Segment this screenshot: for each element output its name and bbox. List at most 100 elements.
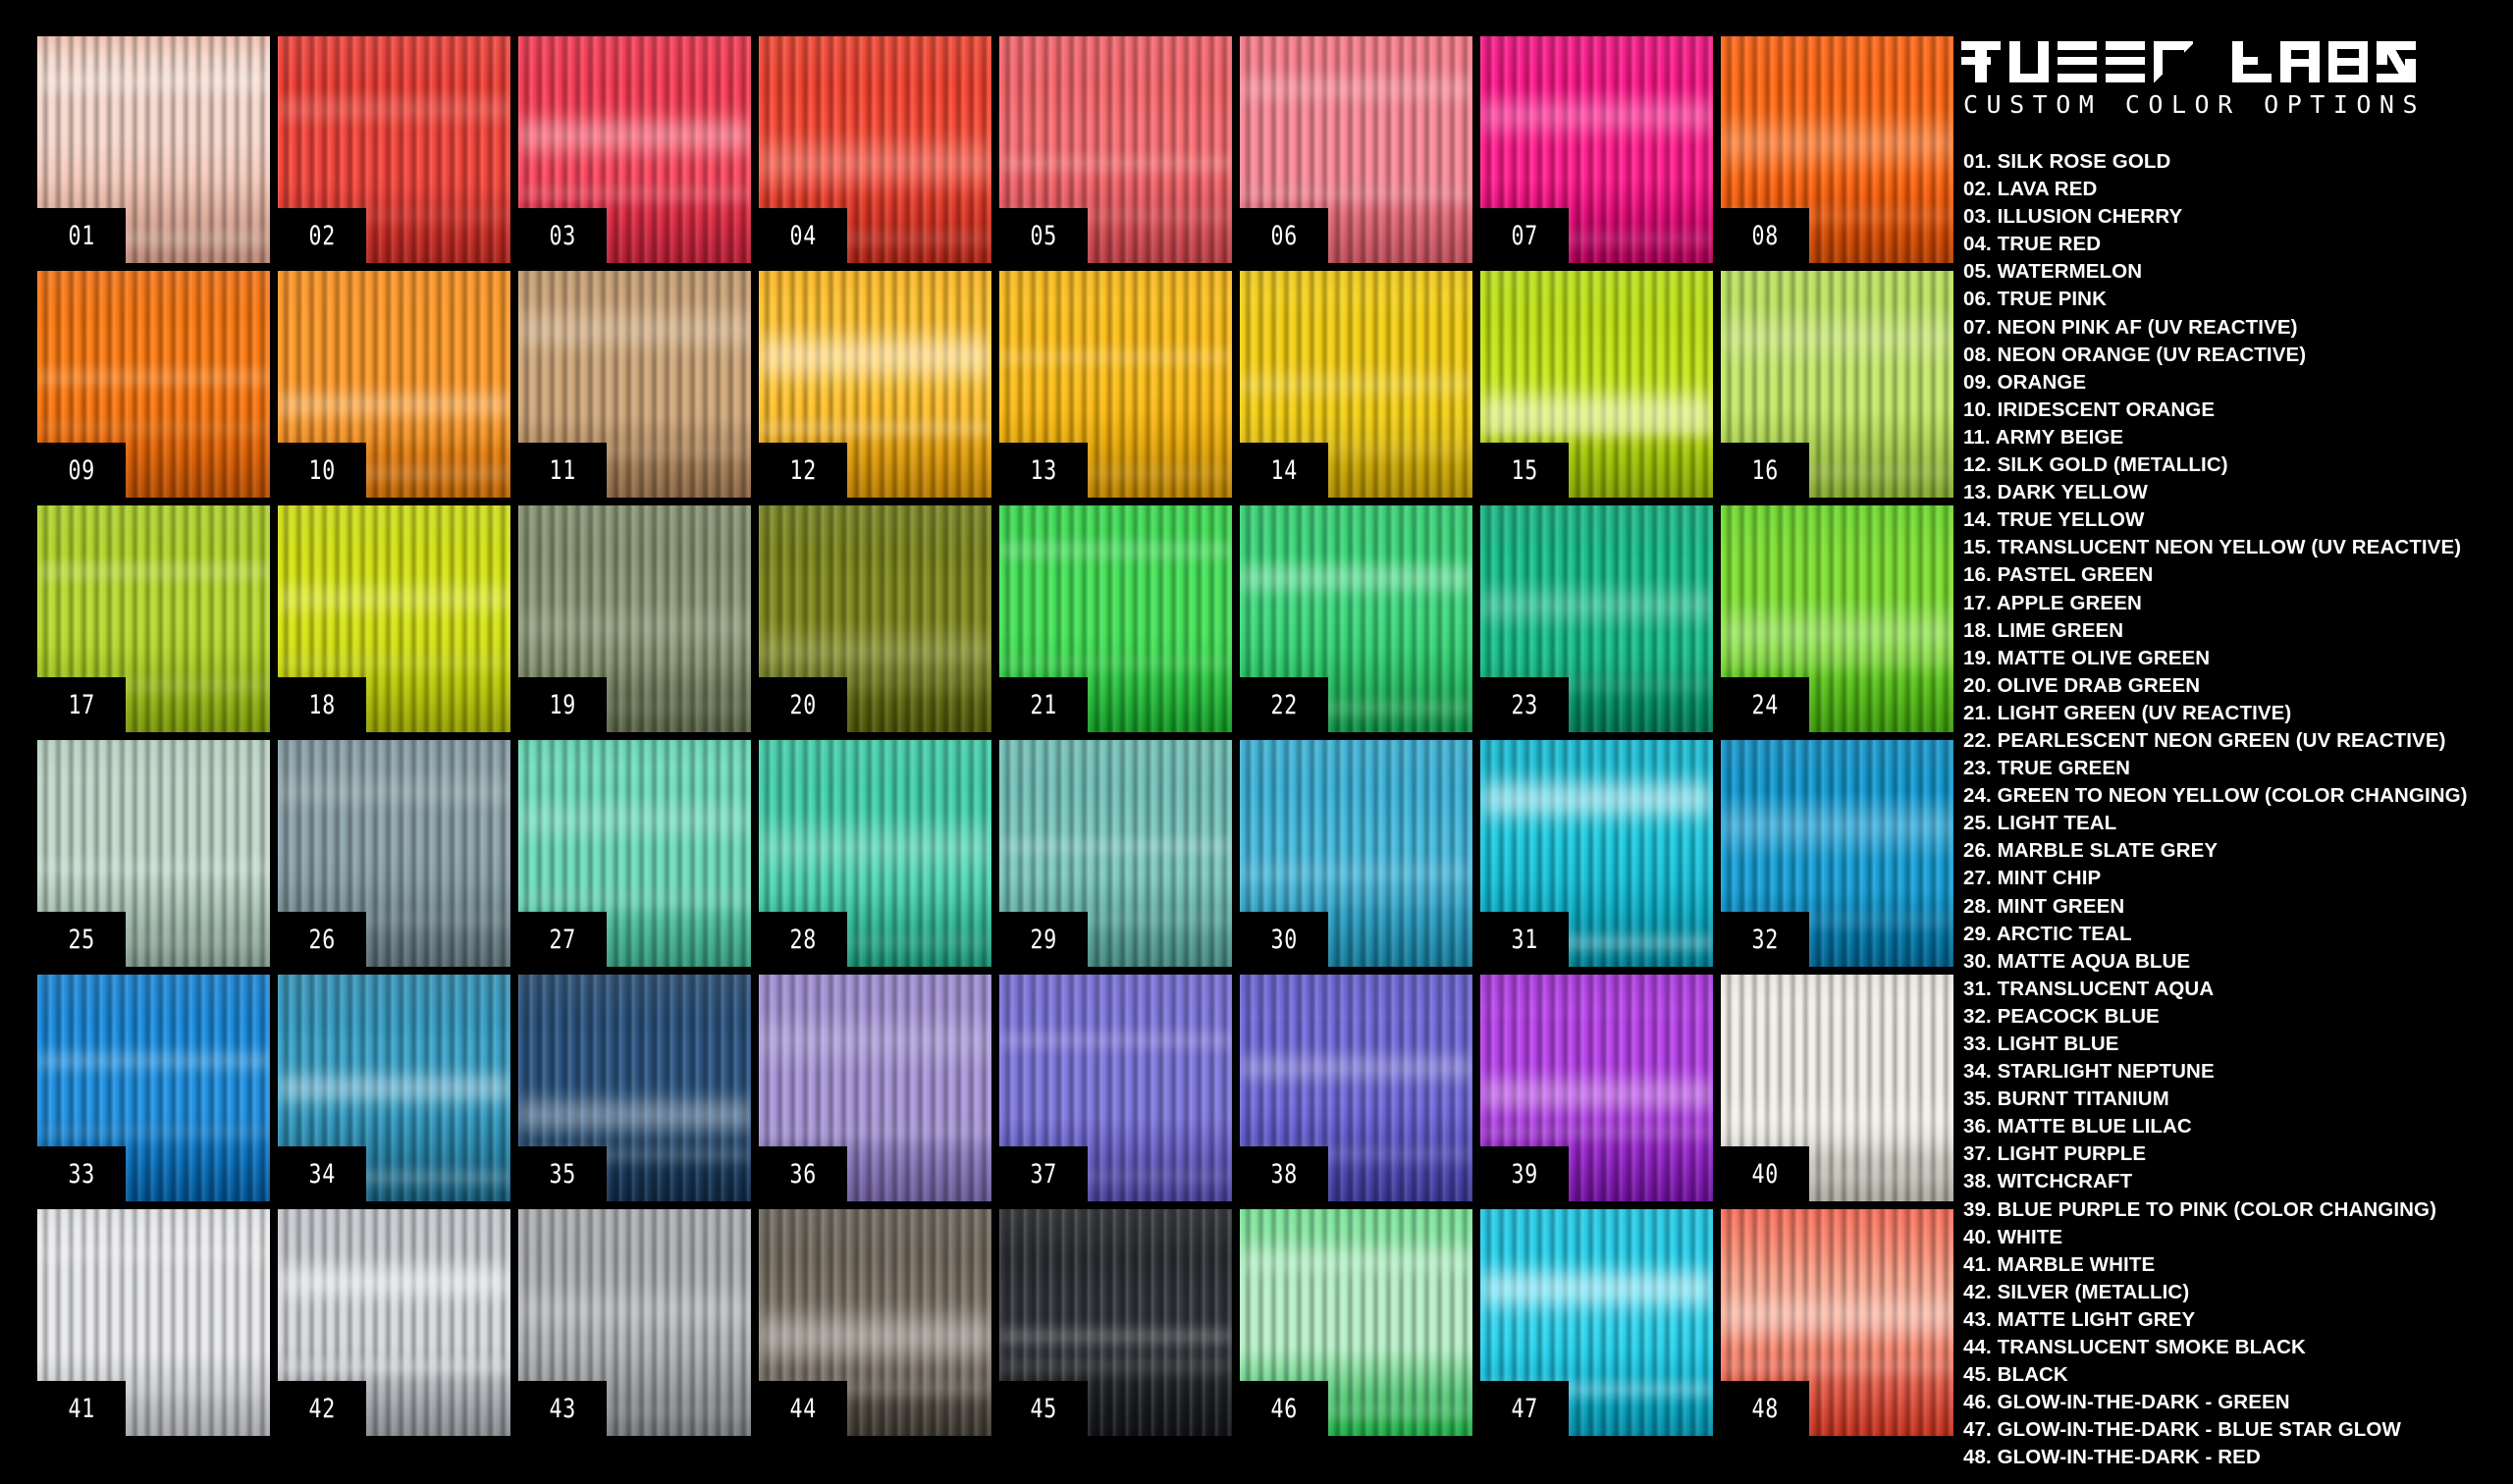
- color-option-item: 19. MATTE OLIVE GREEN: [1963, 645, 2513, 672]
- swatch-number-label: 07: [1511, 220, 1538, 251]
- color-option-name: 01. SILK ROSE GOLD: [1963, 150, 2171, 173]
- color-swatch[interactable]: 26: [278, 740, 510, 967]
- logo-letter-s: [2377, 41, 2416, 82]
- swatch-number-label: 14: [1270, 454, 1298, 486]
- swatch-number-badge: 47: [1480, 1381, 1569, 1436]
- swatch-number-label: 12: [789, 454, 817, 486]
- color-swatch[interactable]: 10: [278, 271, 510, 498]
- color-option-tag: (COLOR CHANGING): [2227, 1197, 2437, 1221]
- swatch-number-label: 43: [549, 1393, 576, 1424]
- color-option-item: 20. OLIVE DRAB GREEN: [1963, 672, 2513, 700]
- color-option-name: 48. GLOW-IN-THE-DARK - RED: [1963, 1446, 2261, 1469]
- color-swatch[interactable]: 07: [1480, 36, 1713, 263]
- color-swatch[interactable]: 25: [37, 740, 270, 967]
- color-swatch[interactable]: 12: [759, 271, 991, 498]
- color-option-name: 37. LIGHT PURPLE: [1963, 1142, 2147, 1166]
- color-swatch[interactable]: 22: [1240, 505, 1472, 732]
- color-swatch[interactable]: 09: [37, 271, 270, 498]
- color-swatch[interactable]: 30: [1240, 740, 1472, 967]
- color-swatch[interactable]: 33: [37, 975, 270, 1201]
- color-swatch[interactable]: 17: [37, 505, 270, 732]
- color-option-item: 33. LIGHT BLUE: [1963, 1031, 2513, 1058]
- swatch-number-badge: 02: [278, 208, 366, 263]
- color-swatch[interactable]: 31: [1480, 740, 1713, 967]
- swatch-number-badge: 30: [1240, 912, 1328, 967]
- swatch-number-label: 48: [1751, 1393, 1779, 1424]
- color-option-item: 21. LIGHT GREEN (UV REACTIVE): [1963, 700, 2513, 727]
- logo-letter-z: [2058, 41, 2097, 82]
- swatch-number-label: 19: [549, 689, 576, 720]
- color-swatch[interactable]: 06: [1240, 36, 1472, 263]
- color-swatch[interactable]: 05: [999, 36, 1232, 263]
- color-swatch[interactable]: 41: [37, 1209, 270, 1436]
- color-option-tag: (UV REACTIVE): [2289, 728, 2446, 752]
- swatch-number-label: 04: [789, 220, 817, 251]
- color-swatch[interactable]: 46: [1240, 1209, 1472, 1436]
- color-option-tag: (UV REACTIVE): [2141, 315, 2298, 339]
- color-option-name: 10. IRIDESCENT ORANGE: [1963, 398, 2216, 421]
- color-swatch[interactable]: 48: [1721, 1209, 1953, 1436]
- color-swatch[interactable]: 45: [999, 1209, 1232, 1436]
- color-option-item: 02. LAVA RED: [1963, 176, 2513, 203]
- swatch-number-badge: 48: [1721, 1381, 1809, 1436]
- color-swatch[interactable]: 16: [1721, 271, 1953, 498]
- filament-texture: [1240, 975, 1472, 1201]
- swatch-number-badge: 29: [999, 912, 1088, 967]
- color-swatch[interactable]: 01: [37, 36, 270, 263]
- color-swatch[interactable]: 27: [518, 740, 751, 967]
- color-swatch[interactable]: 37: [999, 975, 1232, 1201]
- filament-texture: [999, 1209, 1232, 1436]
- color-swatch[interactable]: 38: [1240, 975, 1472, 1201]
- swatch-number-badge: 44: [759, 1381, 847, 1436]
- color-swatch[interactable]: 28: [759, 740, 991, 967]
- fuzed-labs-logo: [1953, 35, 2513, 82]
- color-swatch[interactable]: 11: [518, 271, 751, 498]
- color-swatch[interactable]: 35: [518, 975, 751, 1201]
- color-swatch[interactable]: 23: [1480, 505, 1713, 732]
- color-option-name: 14. TRUE YELLOW: [1963, 508, 2145, 532]
- color-swatch[interactable]: 44: [759, 1209, 991, 1436]
- color-swatch[interactable]: 19: [518, 505, 751, 732]
- color-option-name: 41. MARBLE WHITE: [1963, 1252, 2156, 1276]
- swatch-number-label: 03: [549, 220, 576, 251]
- swatch-number-badge: 33: [37, 1146, 126, 1201]
- swatch-number-label: 15: [1511, 454, 1538, 486]
- color-swatch[interactable]: 02: [278, 36, 510, 263]
- swatch-number-label: 10: [308, 454, 336, 486]
- color-swatch[interactable]: 40: [1721, 975, 1953, 1201]
- color-swatch[interactable]: 08: [1721, 36, 1953, 263]
- color-swatch[interactable]: 13: [999, 271, 1232, 498]
- color-option-name: 45. BLACK: [1963, 1363, 2068, 1387]
- color-swatch[interactable]: 32: [1721, 740, 1953, 967]
- color-option-tag: (UV REACTIVE): [2135, 701, 2292, 724]
- swatch-number-label: 44: [789, 1393, 817, 1424]
- color-option-item: 30. MATTE AQUA BLUE: [1963, 948, 2513, 976]
- color-swatch[interactable]: 34: [278, 975, 510, 1201]
- color-option-name: 18. LIME GREEN: [1963, 618, 2124, 642]
- color-option-name: 33. LIGHT BLUE: [1963, 1033, 2119, 1055]
- swatch-number-badge: 13: [999, 443, 1088, 498]
- color-swatch[interactable]: 03: [518, 36, 751, 263]
- color-swatch[interactable]: 43: [518, 1209, 751, 1436]
- color-option-item: 23. TRUE GREEN: [1963, 755, 2513, 782]
- color-swatch[interactable]: 47: [1480, 1209, 1713, 1436]
- swatch-number-label: 45: [1030, 1393, 1057, 1424]
- color-swatch[interactable]: 14: [1240, 271, 1472, 498]
- swatch-number-label: 13: [1030, 454, 1057, 486]
- color-swatch[interactable]: 42: [278, 1209, 510, 1436]
- color-option-name: 38. WITCHCRAFT: [1963, 1170, 2133, 1193]
- filament-texture: [1721, 36, 1953, 263]
- color-swatch[interactable]: 18: [278, 505, 510, 732]
- color-swatch[interactable]: 24: [1721, 505, 1953, 732]
- color-swatch[interactable]: 39: [1480, 975, 1713, 1201]
- swatch-number-badge: 35: [518, 1146, 607, 1201]
- color-swatch[interactable]: 15: [1480, 271, 1713, 498]
- color-swatch[interactable]: 04: [759, 36, 991, 263]
- color-option-name: 26. MARBLE SLATE GREY: [1963, 839, 2219, 863]
- color-option-name: 12. SILK GOLD: [1963, 453, 2109, 477]
- color-swatch[interactable]: 21: [999, 505, 1232, 732]
- color-swatch[interactable]: 20: [759, 505, 991, 732]
- swatch-number-label: 11: [549, 454, 576, 486]
- color-swatch[interactable]: 36: [759, 975, 991, 1201]
- color-swatch[interactable]: 29: [999, 740, 1232, 967]
